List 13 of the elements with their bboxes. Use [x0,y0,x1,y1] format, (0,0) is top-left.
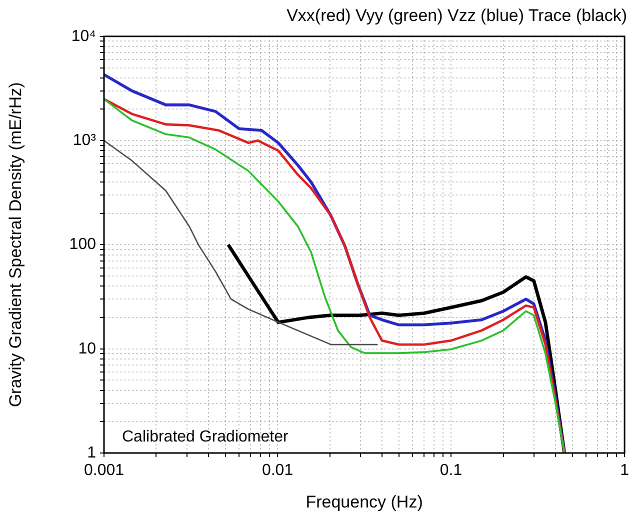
y-tick-label: 10⁴ [71,28,96,45]
chart-title: Vxx(red) Vyy (green) Vzz (blue) Trace (black) [286,6,627,25]
y-axis-title: Gravity Gradient Spectral Density (mE/rHz) [6,82,25,408]
y-tick-label: 10 [78,340,96,358]
y-tick-label: 1 [87,444,96,462]
x-tick-label: 0.01 [262,462,294,480]
x-axis-title: Frequency (Hz) [306,492,423,512]
y-tick-label: 10³ [72,132,97,149]
x-tick-label: 0.1 [440,462,462,480]
y-tick-label: 100 [69,236,96,254]
x-tick-label: 1 [620,462,630,480]
annotation: Calibrated Gradiometer [122,428,289,446]
x-tick-label: 0.001 [84,462,124,480]
